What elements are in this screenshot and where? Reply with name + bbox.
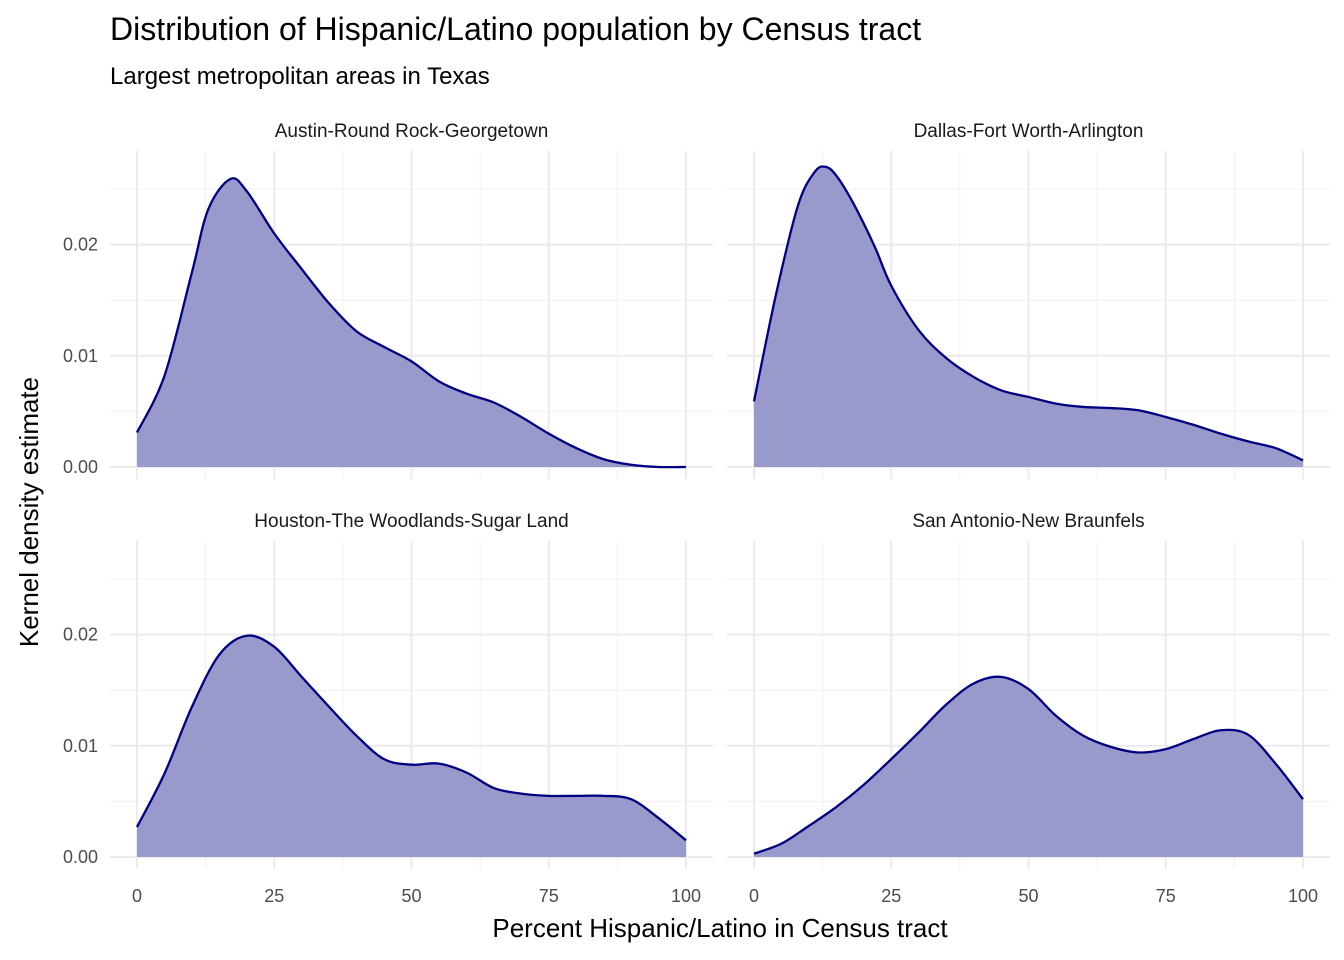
facet-strip-label: San Antonio-New Braunfels (912, 511, 1144, 532)
x-tick-label: 0 (749, 886, 759, 906)
y-tick-label: 0.01 (63, 736, 98, 756)
y-tick-label: 0.00 (63, 847, 98, 867)
y-axis-title: Kernel density estimate (14, 377, 44, 647)
y-tick-label: 0.00 (63, 457, 98, 477)
density-area (137, 635, 686, 857)
density-line (135, 634, 687, 842)
facet-panel: San Antonio-New Braunfels 0 25 50 75 100 (727, 511, 1330, 906)
facet-panels: Austin-Round Rock-Georgetown 0.00 0.01 0.02… (63, 121, 1330, 906)
chart-subtitle: Largest metropolitan areas in Texas (110, 63, 490, 90)
x-tick-label: 75 (1156, 886, 1176, 906)
facet-panel: Austin-Round Rock-Georgetown 0.00 0.01 0.02 (63, 121, 713, 479)
y-tick-label: 0.01 (63, 346, 98, 366)
x-tick-label: 0 (132, 886, 142, 906)
x-tick-label: 100 (671, 886, 701, 906)
x-tick-label: 50 (1018, 886, 1038, 906)
density-line (753, 675, 1304, 855)
x-tick-label: 25 (881, 886, 901, 906)
facet-strip-label: Dallas-Fort Worth-Arlington (914, 121, 1144, 142)
x-tick-label: 50 (401, 886, 421, 906)
density-area (754, 676, 1303, 857)
density-line (135, 177, 687, 469)
facet-strip-label: Houston-The Woodlands-Sugar Land (254, 511, 568, 532)
density-line (752, 165, 1304, 462)
chart-title: Distribution of Hispanic/Latino populati… (110, 11, 921, 47)
facet-panel: Houston-The Woodlands-Sugar Land 0.00 0.01… (63, 511, 713, 906)
x-tick-label: 100 (1288, 886, 1318, 906)
density-area (754, 166, 1303, 467)
x-tick-label: 75 (539, 886, 559, 906)
facet-strip-label: Austin-Round Rock-Georgetown (275, 121, 549, 142)
x-tick-label: 25 (264, 886, 284, 906)
y-tick-label: 0.02 (63, 235, 98, 255)
facet-panel: Dallas-Fort Worth-Arlington (727, 121, 1330, 479)
y-tick-label: 0.02 (63, 625, 98, 645)
density-area (137, 178, 686, 468)
x-axis-title: Percent Hispanic/Latino in Census tract (492, 913, 948, 943)
